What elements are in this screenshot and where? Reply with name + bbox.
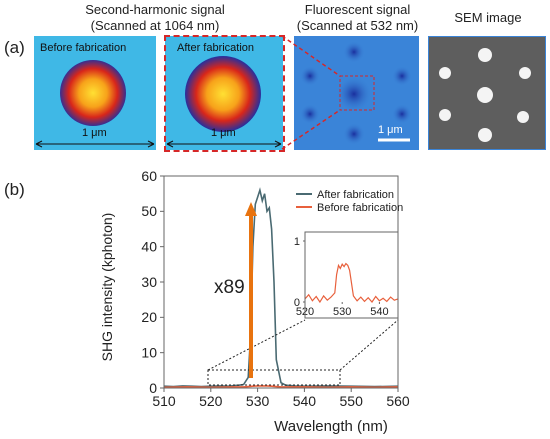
zoom-box <box>207 369 341 386</box>
sem-holes <box>439 48 531 142</box>
enhancement-annotation: x89 <box>214 277 245 298</box>
fluo-header-line1: Fluorescent signal <box>304 2 411 17</box>
after-fabrication-dashed-frame <box>164 35 285 152</box>
x-tick-label: 540 <box>293 393 317 409</box>
x-tick-label: 510 <box>152 393 176 409</box>
x-tick-label: 530 <box>333 306 351 318</box>
y-tick-label: 30 <box>141 274 157 290</box>
x-tick-label: 540 <box>370 306 388 318</box>
x-axis-label: Wavelength (nm) <box>274 418 388 435</box>
before-fabrication-label: Before fabrication <box>40 42 127 54</box>
scale-bar-label-after: 1 μm <box>211 127 236 139</box>
x-tick-label: 520 <box>199 393 223 409</box>
y-tick-label: 50 <box>141 203 157 219</box>
after-hotspot <box>185 56 261 132</box>
x-tick-label: 560 <box>386 393 410 409</box>
sem-header: SEM image <box>454 10 522 25</box>
after-fabrication-image: After fabrication 1 μm <box>165 36 283 150</box>
x-tick-label: 550 <box>340 393 364 409</box>
scale-bar-label-fluo: 1 μm <box>378 124 403 136</box>
zoom-line-right <box>339 319 399 371</box>
legend-label-before: Before fabrication <box>317 202 403 214</box>
panel-b-label: (b) <box>4 180 25 199</box>
x-tick-label: 530 <box>246 393 270 409</box>
y-tick-label: 0 <box>294 297 300 309</box>
after-fabrication-label: After fabrication <box>177 42 255 54</box>
y-tick-label: 40 <box>141 239 157 255</box>
enhancement-arrow <box>245 202 257 378</box>
series-line-before <box>163 385 399 389</box>
y-tick-label: 20 <box>141 309 157 325</box>
shg-header-line1: Second-harmonic signal <box>85 2 225 17</box>
before-hotspot <box>60 60 126 126</box>
series-line-after <box>163 187 399 388</box>
scale-bar-before <box>35 140 155 148</box>
fluo-selection-box <box>339 75 375 111</box>
before-fabrication-image: Before fabrication 1 μm <box>34 36 156 150</box>
sem-image <box>428 36 546 150</box>
panel-a-label: (a) <box>4 38 25 57</box>
y-tick-label: 10 <box>141 345 157 361</box>
fluo-header-line2: (Scanned at 532 nm) <box>296 18 419 33</box>
shg-header: Second-harmonic signal (Scanned at 1064 … <box>60 2 250 34</box>
fluo-header: Fluorescent signal (Scanned at 532 nm) <box>290 2 425 34</box>
scale-bar-after <box>166 140 282 148</box>
series-line-before <box>304 262 399 304</box>
y-tick-label: 60 <box>141 168 157 184</box>
legend-label-after: After fabrication <box>317 189 394 201</box>
shg-header-line2: (Scanned at 1064 nm) <box>90 18 220 33</box>
y-axis-label: SHG intensity (kphoton) <box>99 213 115 362</box>
y-tick-label: 1 <box>294 236 300 248</box>
y-tick-label: 0 <box>149 380 157 396</box>
zoom-line-left <box>207 319 306 371</box>
scale-bar-label-before: 1 μm <box>82 127 107 139</box>
inset-background <box>305 232 398 318</box>
legend: After fabrication Before fabrication <box>296 189 403 214</box>
inset-frame <box>304 231 399 319</box>
